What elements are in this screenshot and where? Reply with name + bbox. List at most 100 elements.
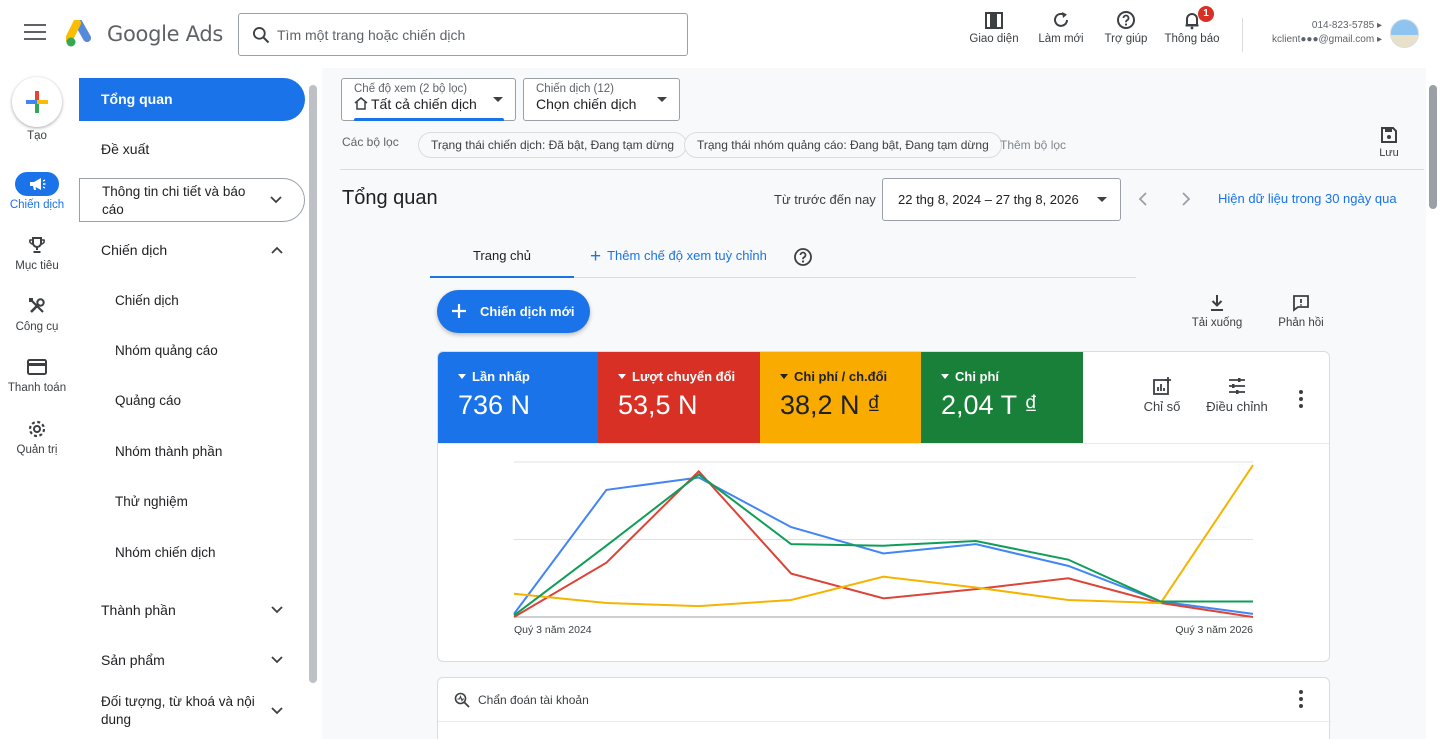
filter-chip-campaign-status[interactable]: Trạng thái chiến dịch: Đã bật, Đang tạm … [418,132,688,158]
nav-subitem-ad-groups[interactable]: Nhóm quảng cáo [115,343,218,358]
nav-scrollbar-thumb[interactable] [309,85,317,683]
main-scrollbar[interactable] [1426,68,1440,739]
credit-card-icon [27,359,47,375]
campaign-dropdown[interactable]: Chiến dịch (12) Chọn chiến dịch [523,78,680,121]
new-campaign-label: Chiến dịch mới [480,304,575,319]
top-bar: Google Ads Tìm một trang hoặc chiến dịch… [0,0,1440,68]
metric-clicks[interactable]: Lần nhấp 736 N [438,352,600,443]
metric-label: Lần nhấp [458,369,600,384]
feedback-icon [1293,295,1309,312]
plus-icon: + [590,246,602,267]
download-icon [1211,295,1223,311]
download-button[interactable]: Tải xuống [1188,294,1246,329]
campaign-dropdown-label: Chiến dịch (12) [536,83,614,95]
chevron-right-icon[interactable] [1180,192,1192,206]
megaphone-icon [30,178,46,190]
menu-icon[interactable] [24,24,46,42]
performance-card: Lần nhấp 736 N Lượt chuyển đổi 53,5 N Ch… [437,351,1330,662]
more-vert-icon[interactable] [1299,690,1303,711]
metrics-label: Chỉ số [1143,399,1181,414]
save-button[interactable]: Lưu [1372,126,1406,159]
view-dropdown-value: Tất cả chiến dịch [354,96,505,112]
rail-item-admin[interactable]: Quản trị [0,417,74,456]
nav-item-recommendations[interactable]: Đề xuất [101,141,150,157]
nav-item-assets-label: Thành phần [101,602,176,618]
nav-item-overview[interactable]: Tổng quan [79,78,305,121]
rail-item-tools[interactable]: Công cụ [0,294,74,333]
nav-item-audiences[interactable]: Đối tượng, từ khoá và nội dung [79,693,305,733]
nav-group-campaigns-label[interactable]: Chiến dịch [101,242,168,258]
nav-subitem-asset-groups[interactable]: Nhóm thành phần [115,444,223,459]
date-range-picker[interactable]: 22 thg 8, 2024 – 27 thg 8, 2026 [882,178,1121,221]
metric-value: 38,2 N ₫ [780,390,881,420]
series-line-1 [513,469,1254,618]
chevron-left-icon[interactable] [1137,192,1149,206]
rail-item-label: Chiến dịch [9,199,65,211]
nav-item-products-label: Sản phẩm [101,652,165,668]
x-tick-label: Quý 3 năm 2024 [514,624,592,636]
save-icon [1381,127,1397,143]
adjust-label: Điều chỉnh [1206,399,1268,414]
tab-add-custom-view[interactable]: + Thêm chế độ xem tuỳ chỉnh [590,246,767,267]
main-scrollbar-thumb[interactable] [1429,85,1437,209]
bell-icon [1185,13,1199,30]
account-id: 014-823-5785 ▸ [1311,20,1382,31]
search-icon [252,27,270,44]
refresh-button[interactable]: Làm mới [1034,10,1088,56]
add-filter-button[interactable]: Thêm bộ lọc [1000,138,1067,152]
series-line-2 [513,464,1254,608]
account-switcher[interactable]: 014-823-5785 ▸ kclient●●●@gmail.com ▸ [1242,18,1382,52]
last-30-days-link[interactable]: Hiện dữ liệu trong 30 ngày qua [1218,191,1397,206]
left-rail: Tạo Chiến dịch Mục tiêu Công cụ Thanh to… [0,68,74,739]
search-placeholder: Tìm một trang hoặc chiến dịch [277,27,466,43]
filters-label: Các bộ lọc [342,135,399,149]
rail-item-label: Công cụ [15,321,59,333]
rail-item-goals[interactable]: Mục tiêu [0,233,74,272]
filter-chip-adgroup-status[interactable]: Trạng thái nhóm quảng cáo: Đang bật, Đan… [684,132,1002,158]
nav-item-insights[interactable]: Thông tin chi tiết và báo cáo [79,178,305,222]
create-button[interactable] [12,77,62,127]
metric-cost-per-conversion[interactable]: Chi phí / ch.đổi 38,2 N ₫ [760,352,922,443]
nav-group-campaigns: Chiến dịch Chiến dịch Nhóm quảng cáo Quả… [79,229,305,580]
appearance-button[interactable]: Giao diện [966,10,1022,56]
search-input[interactable]: Tìm một trang hoặc chiến dịch [238,13,688,56]
tab-home[interactable]: Trang chủ [430,240,574,278]
help-button[interactable]: Trợ giúp [1100,10,1152,56]
avatar[interactable] [1390,19,1419,48]
new-campaign-button[interactable]: Chiến dịch mới [437,290,590,333]
help-icon[interactable] [793,247,813,267]
divider [438,443,1329,444]
notifications-button[interactable]: Thông báo 1 [1162,6,1222,56]
nav-subitem-campaign-groups[interactable]: Nhóm chiến dịch [115,545,216,560]
nav-scrollbar[interactable] [307,68,319,739]
nav-subitem-campaigns[interactable]: Chiến dịch [115,293,179,308]
page-title: Tổng quan [342,187,438,209]
refresh-label: Làm mới [1038,33,1084,45]
series-line-0 [513,476,1254,615]
metrics-button[interactable]: Chỉ số [1140,376,1184,414]
campaign-dropdown-value: Chọn chiến dịch [536,96,637,112]
diagnostics-title: Chẩn đoán tài khoản [478,693,589,707]
nav-subitem-experiments[interactable]: Thử nghiệm [115,494,188,509]
view-dropdown[interactable]: Chế độ xem (2 bộ lọc) Tất cả chiến dịch [341,78,516,121]
rail-item-campaigns[interactable]: Chiến dịch [0,172,74,211]
rail-item-label: Mục tiêu [15,260,59,272]
more-vert-icon[interactable] [1299,390,1303,411]
nav-subitem-ads[interactable]: Quảng cáo [115,393,182,408]
feedback-button[interactable]: Phản hồi [1274,294,1328,329]
rail-item-billing[interactable]: Thanh toán [0,355,74,394]
gear-icon [28,420,46,438]
chevron-up-icon[interactable] [271,246,283,254]
adjust-button[interactable]: Điều chỉnh [1202,376,1272,414]
metric-cost[interactable]: Chi phí 2,04 T ₫ [921,352,1083,443]
chevron-down-icon [271,656,283,664]
save-label: Lưu [1379,147,1399,159]
google-ads-logo [66,20,91,47]
nav-panel: Tổng quan Đề xuất Thông tin chi tiết và … [79,68,307,739]
metric-conversions[interactable]: Lượt chuyển đổi 53,5 N [598,352,760,443]
nav-item-assets[interactable]: Thành phần [79,602,305,622]
nav-item-products[interactable]: Sản phẩm [79,652,305,672]
help-label: Trợ giúp [1104,33,1148,45]
tune-icon [1229,378,1245,394]
plus-icon [26,91,48,113]
